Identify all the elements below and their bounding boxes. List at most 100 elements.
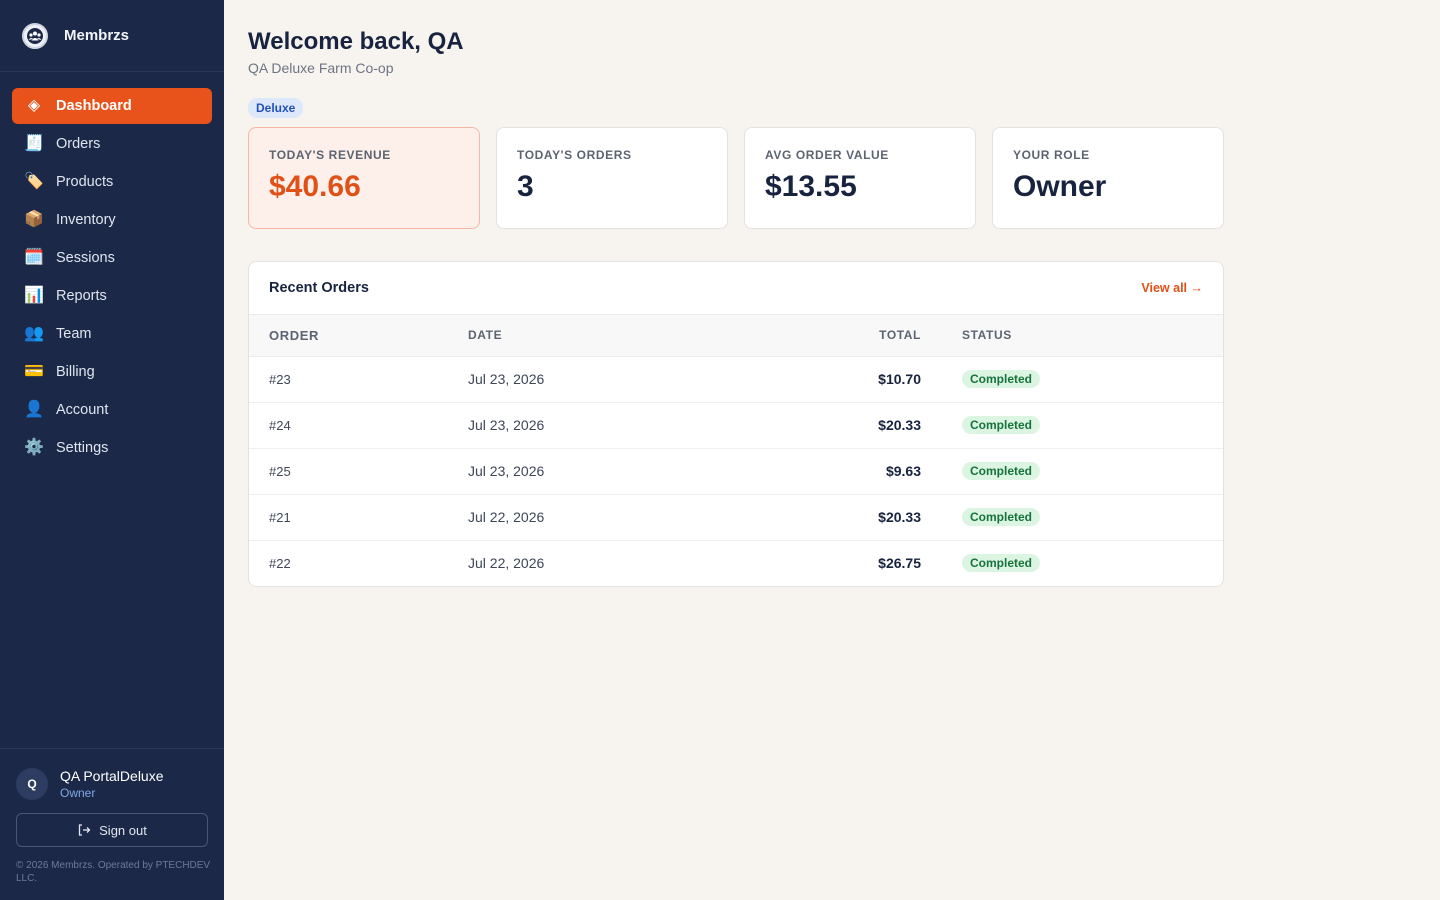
order-number: #21 <box>269 509 291 525</box>
sidebar-item-inventory[interactable]: 📦 Inventory <box>12 202 212 238</box>
column-header-total: TOTAL <box>879 328 921 343</box>
order-total: $9.63 <box>885 463 921 479</box>
sidebar-item-label: Account <box>56 402 109 418</box>
stat-card: TODAY'S ORDERS 3 <box>496 127 728 229</box>
order-date: Jul 23, 2026 <box>468 463 545 479</box>
order-total: $26.75 <box>878 555 921 572</box>
order-total: $20.33 <box>878 417 921 433</box>
sidebar-item-label: Billing <box>56 364 95 380</box>
stat-label: TODAY'S REVENUE <box>269 148 391 162</box>
table-row[interactable]: #24 Jul 23, 2026 $20.33 Completed <box>249 402 1223 448</box>
stat-label: TODAY'S ORDERS <box>517 148 632 162</box>
sidebar-item-team[interactable]: 👥 Team <box>12 316 212 352</box>
status-cell: Completed <box>921 356 1223 402</box>
main-content: Welcome back, QA QA Deluxe Farm Co-op De… <box>248 0 1224 587</box>
diamond-icon: ◈ <box>27 97 41 114</box>
sidebar-item-label: Reports <box>56 288 107 304</box>
sign-out-button[interactable]: Sign out <box>16 813 208 847</box>
status-badge: Completed <box>962 370 1041 388</box>
user-icon: 👤 <box>24 401 44 418</box>
stat-label: AVG ORDER VALUE <box>765 148 889 162</box>
team-icon: 👥 <box>24 325 44 342</box>
sign-out-label: Sign out <box>99 822 147 838</box>
status-badge: Completed <box>962 554 1041 573</box>
app-name: Membrzs <box>64 27 130 44</box>
sidebar-item-orders[interactable]: 🧾 Orders <box>12 126 212 162</box>
table-row[interactable]: #22 Jul 22, 2026 $26.75 Completed <box>249 540 1223 586</box>
table-row[interactable]: #21 Jul 22, 2026 $20.33 Completed <box>249 494 1223 540</box>
user-name: QA PortalDeluxe <box>60 768 164 784</box>
receipt-icon: 🧾 <box>24 135 44 152</box>
sidebar-item-label: Team <box>56 326 92 342</box>
table-row[interactable]: #25 Jul 23, 2026 $9.63 Completed <box>249 448 1223 494</box>
stat-label: YOUR ROLE <box>1013 148 1090 162</box>
table-row[interactable]: #23 Jul 23, 2026 $10.70 Completed <box>249 356 1223 402</box>
calendar-icon: 🗓️ <box>24 249 44 266</box>
sidebar-item-label: Sessions <box>56 250 115 266</box>
column-header-order: ORDER <box>269 327 319 343</box>
sidebar-nav: ◈ Dashboard 🧾 Orders 🏷️ Products 📦 Inventory 🗓️ S… <box>0 72 224 466</box>
status-badge: Completed <box>962 416 1041 434</box>
order-number: #25 <box>269 463 291 479</box>
organization-name: QA Deluxe Farm Co-op <box>248 60 394 76</box>
user-role: Owner <box>60 786 96 800</box>
plan-badge: Deluxe <box>248 98 304 118</box>
recent-orders-title: Recent Orders <box>269 280 369 296</box>
status-cell: Completed <box>921 494 1223 540</box>
order-date: Jul 22, 2026 <box>468 555 545 572</box>
people-group-icon <box>22 22 48 49</box>
sidebar-item-products[interactable]: 🏷️ Products <box>12 164 212 200</box>
sidebar-item-label: Settings <box>56 440 109 456</box>
orders-table: ORDER DATE TOTAL STATUS #23 Jul 23, 2026 $… <box>249 315 1223 586</box>
order-date: Jul 23, 2026 <box>468 417 545 433</box>
order-total: $10.70 <box>878 371 921 387</box>
stat-card: YOUR ROLE Owner <box>992 127 1224 229</box>
sidebar-item-sessions[interactable]: 🗓️ Sessions <box>12 240 212 276</box>
recent-orders-header: Recent Orders View all → <box>249 262 1223 315</box>
status-badge: Completed <box>962 508 1041 526</box>
avatar: Q <box>16 768 48 800</box>
user-row: Q QA PortalDeluxe Owner <box>16 767 208 801</box>
sidebar-item-billing[interactable]: 💳 Billing <box>12 354 212 390</box>
box-icon: 📦 <box>24 211 44 228</box>
sign-out-icon <box>77 823 91 837</box>
view-all-link[interactable]: View all → <box>1141 281 1203 295</box>
table-header-row: ORDER DATE TOTAL STATUS <box>249 315 1223 356</box>
sidebar-item-label: Inventory <box>56 212 116 228</box>
credit-card-icon: 💳 <box>24 363 44 380</box>
user-panel: Q QA PortalDeluxe Owner Sign out © 2026 … <box>0 748 224 900</box>
order-total: $20.33 <box>878 509 921 525</box>
status-cell: Completed <box>921 540 1223 586</box>
gear-icon: ⚙️ <box>24 439 44 456</box>
sidebar-item-label: Orders <box>56 136 101 152</box>
order-number: #23 <box>269 371 291 387</box>
stat-value: 3 <box>517 170 534 203</box>
sidebar-item-account[interactable]: 👤 Account <box>12 392 212 428</box>
sidebar-item-dashboard[interactable]: ◈ Dashboard <box>12 88 212 124</box>
stat-value: $13.55 <box>765 170 857 203</box>
sidebar-item-reports[interactable]: 📊 Reports <box>12 278 212 314</box>
stat-value: Owner <box>1013 170 1107 203</box>
sidebar: Membrzs ◈ Dashboard 🧾 Orders 🏷️ Products 📦 Inve… <box>0 0 224 900</box>
recent-orders-card: Recent Orders View all → ORDER DATE TOTA… <box>248 261 1224 587</box>
order-number: #24 <box>269 417 291 433</box>
stat-card: AVG ORDER VALUE $13.55 <box>744 127 976 229</box>
sidebar-item-label: Products <box>56 174 114 190</box>
brand[interactable]: Membrzs <box>0 0 224 72</box>
stats-row: TODAY'S REVENUE $40.66 TODAY'S ORDERS 3 AVG … <box>248 127 1224 229</box>
column-header-status: STATUS <box>962 328 1012 343</box>
order-date: Jul 22, 2026 <box>468 509 545 525</box>
copyright: © 2026 Membrzs. Operated by PTECHDEV LLC… <box>16 860 211 884</box>
page-title: Welcome back, QA <box>248 28 464 55</box>
stat-card: TODAY'S REVENUE $40.66 <box>248 127 480 229</box>
order-number: #22 <box>269 555 291 571</box>
status-badge: Completed <box>962 462 1041 480</box>
order-date: Jul 23, 2026 <box>468 371 545 387</box>
status-cell: Completed <box>921 402 1223 448</box>
sidebar-item-settings[interactable]: ⚙️ Settings <box>12 430 212 466</box>
bar-chart-icon: 📊 <box>24 287 44 304</box>
column-header-date: DATE <box>468 328 503 343</box>
status-cell: Completed <box>921 448 1223 494</box>
stat-value: $40.66 <box>269 170 361 203</box>
tag-icon: 🏷️ <box>24 173 44 190</box>
